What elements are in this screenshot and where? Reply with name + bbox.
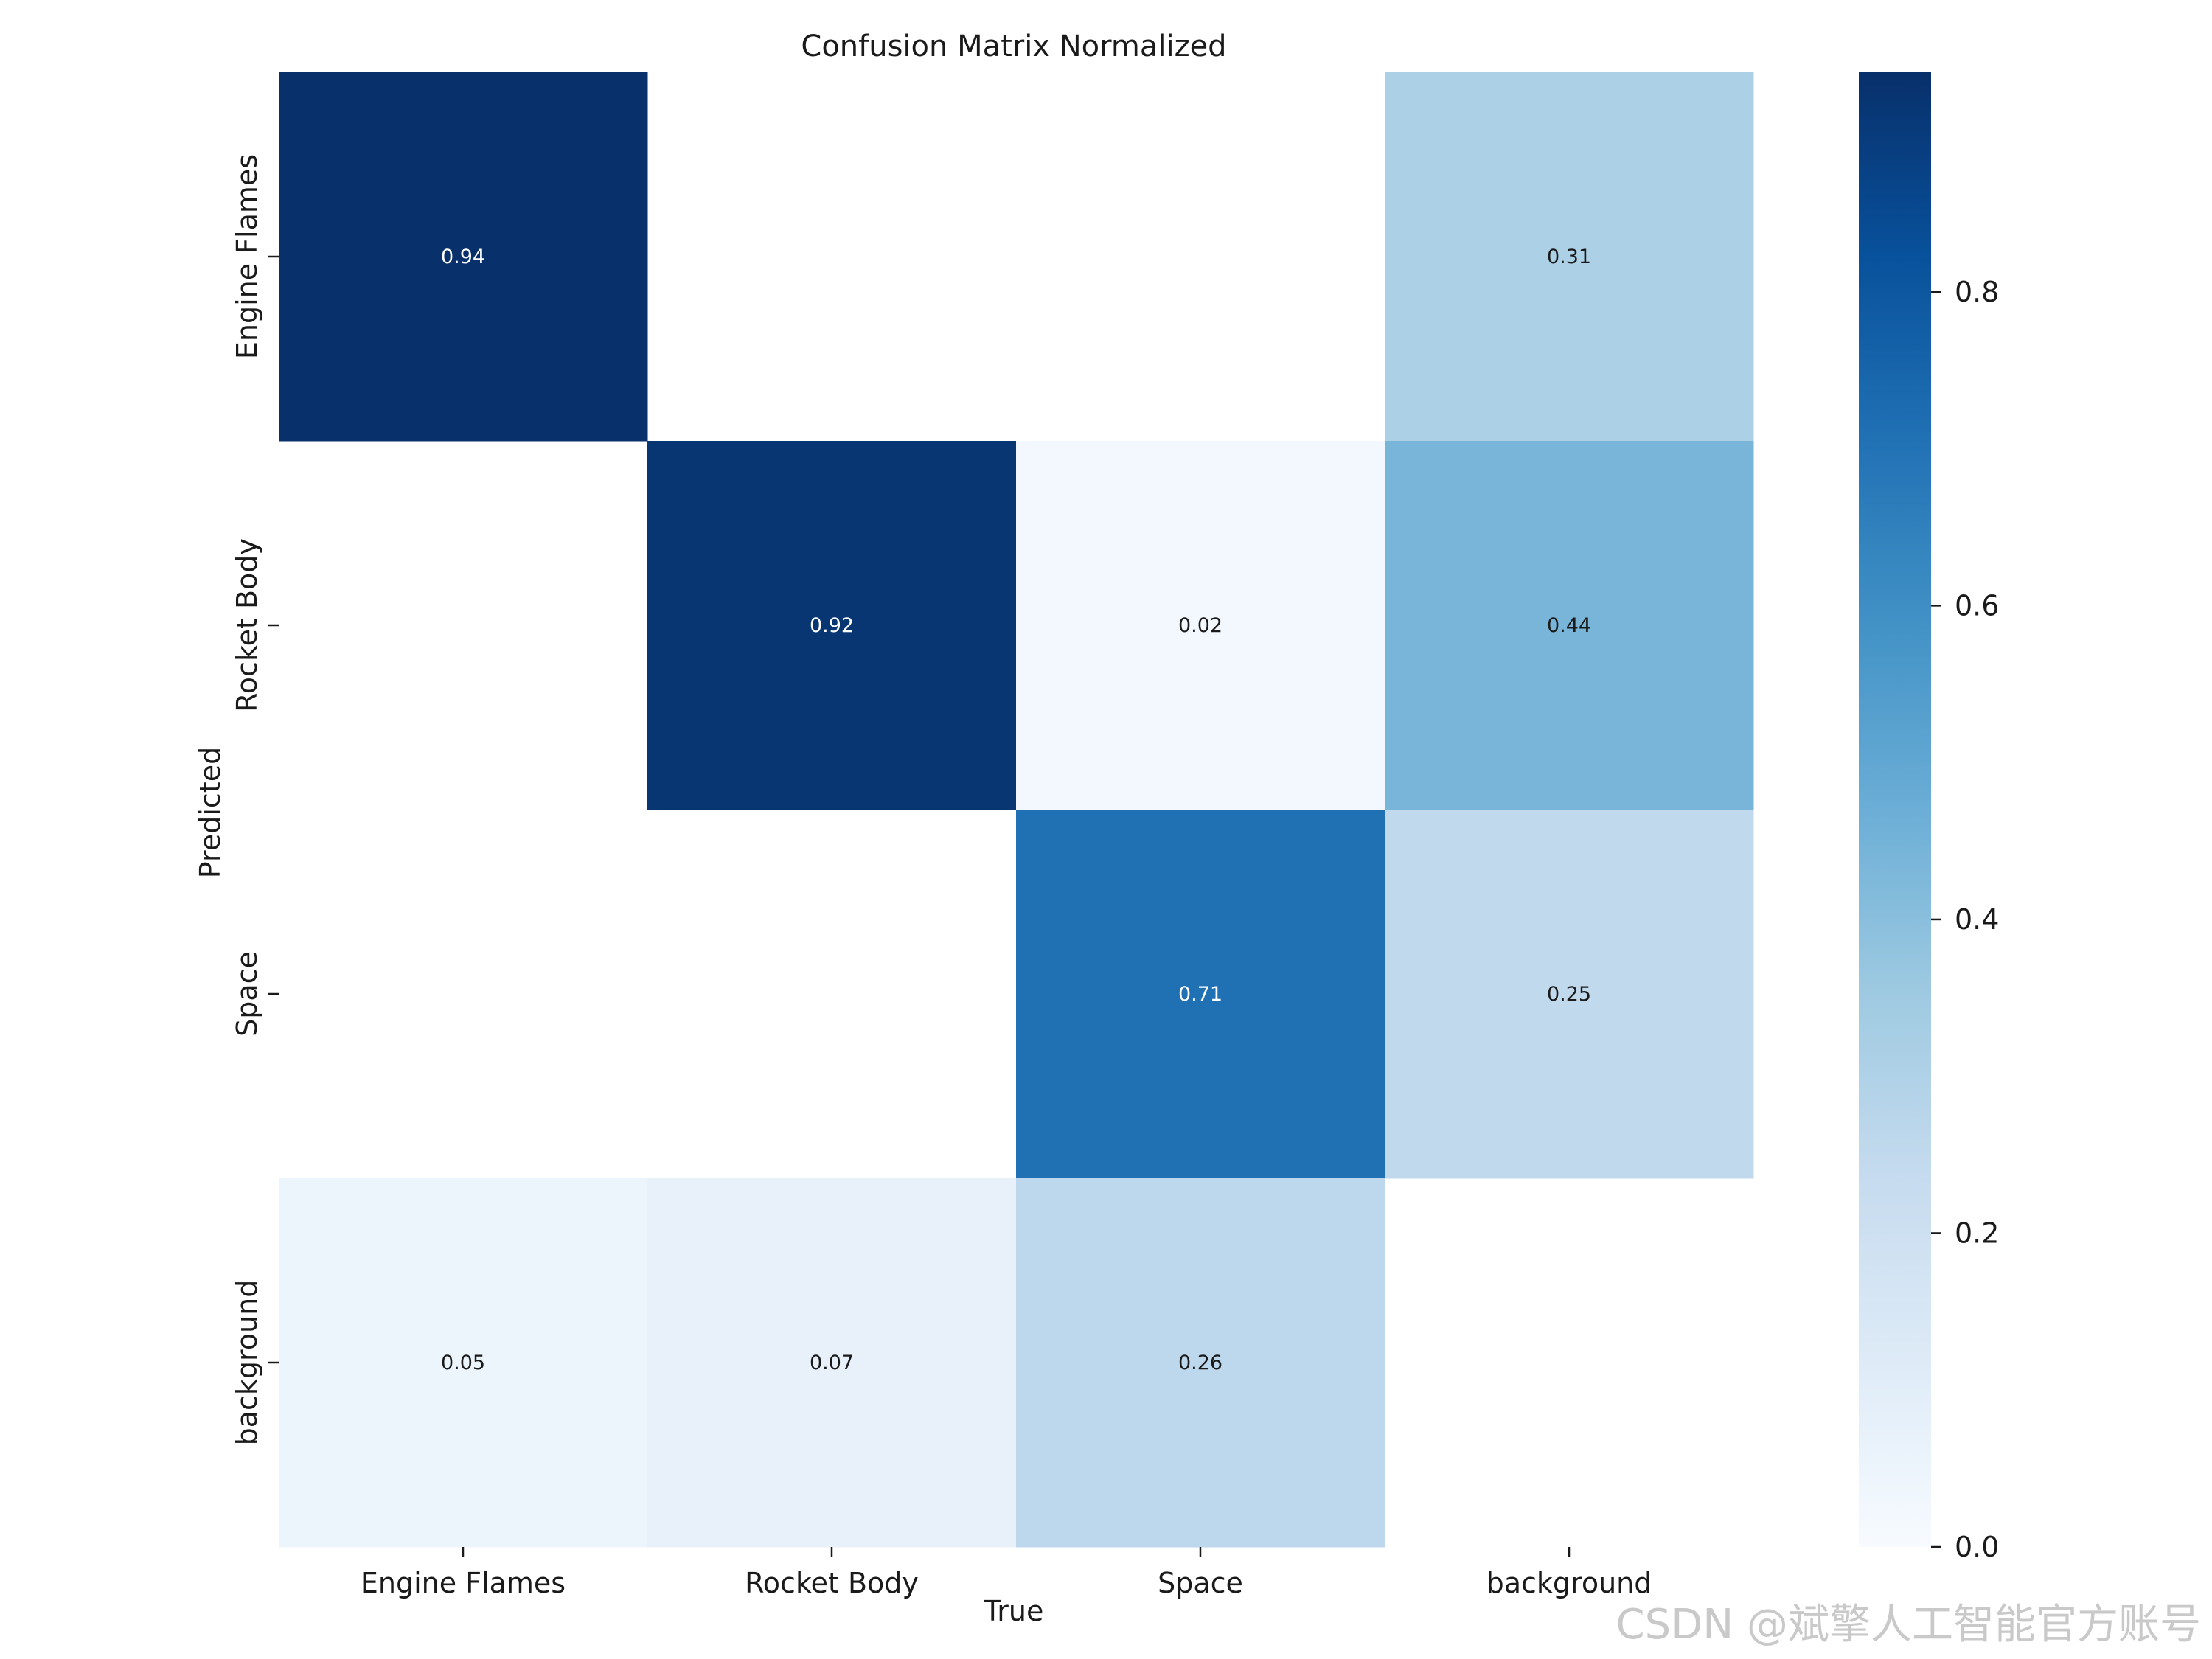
x-tick-label: Rocket Body bbox=[745, 1567, 919, 1599]
cell-value-label: 0.31 bbox=[1547, 246, 1591, 268]
colorbar-tick-label: 0.6 bbox=[1955, 589, 1999, 622]
cell-value-label: 0.05 bbox=[441, 1352, 485, 1374]
y-tick-label: Engine Flames bbox=[231, 154, 263, 359]
watermark: CSDN @斌擎人工智能官方账号 bbox=[1616, 1601, 2201, 1649]
y-axis-label: Predicted bbox=[194, 747, 226, 878]
y-tick-label: Rocket Body bbox=[231, 538, 263, 712]
heatmap-cell bbox=[1016, 441, 1385, 810]
heatmap-cell bbox=[1385, 810, 1754, 1179]
y-tick-label: background bbox=[231, 1280, 263, 1446]
cell-value-label: 0.25 bbox=[1547, 983, 1591, 1006]
colorbar-tick-label: 0.2 bbox=[1955, 1217, 1999, 1249]
cell-value-label: 0.92 bbox=[810, 614, 854, 637]
colorbar-tick-label: 0.4 bbox=[1955, 903, 1999, 936]
y-axis: Engine Flames Rocket Body Space background bbox=[231, 154, 279, 1445]
heatmap-cell bbox=[647, 441, 1017, 810]
heatmap-cells: 0.94 0.31 0.92 0.02 0.44 0.71 0.25 0.05 0.07 0.26 bbox=[279, 72, 1754, 1548]
heatmap-cell bbox=[1016, 810, 1385, 1179]
heatmap-cell bbox=[279, 72, 648, 442]
colorbar-tick-label: 0.0 bbox=[1955, 1531, 1999, 1563]
heatmap-cell bbox=[1385, 72, 1754, 442]
y-tick-label: Space bbox=[231, 951, 263, 1037]
chart-title: Confusion Matrix Normalized bbox=[801, 29, 1226, 63]
cell-value-label: 0.07 bbox=[810, 1352, 854, 1374]
colorbar-ticks: 0.0 0.2 0.4 0.6 0.8 bbox=[1931, 276, 1999, 1563]
x-tick-label: background bbox=[1486, 1567, 1652, 1599]
cell-value-label: 0.94 bbox=[441, 246, 485, 268]
heatmap-cell bbox=[279, 1178, 648, 1548]
x-tick-label: Space bbox=[1158, 1567, 1243, 1599]
heatmap-cell bbox=[1385, 441, 1754, 810]
x-tick-label: Engine Flames bbox=[361, 1567, 566, 1599]
x-axis: Engine Flames Rocket Body Space background bbox=[361, 1547, 1652, 1599]
x-axis-label: True bbox=[984, 1595, 1044, 1627]
cell-value-label: 0.26 bbox=[1178, 1352, 1222, 1374]
cell-value-label: 0.44 bbox=[1547, 614, 1591, 637]
heatmap-cell bbox=[1016, 1178, 1385, 1548]
colorbar-tick-label: 0.8 bbox=[1955, 276, 1999, 308]
cell-value-label: 0.02 bbox=[1178, 614, 1222, 637]
heatmap-cell bbox=[647, 1178, 1017, 1548]
cell-value-label: 0.71 bbox=[1178, 983, 1222, 1006]
colorbar bbox=[1859, 72, 1931, 1547]
